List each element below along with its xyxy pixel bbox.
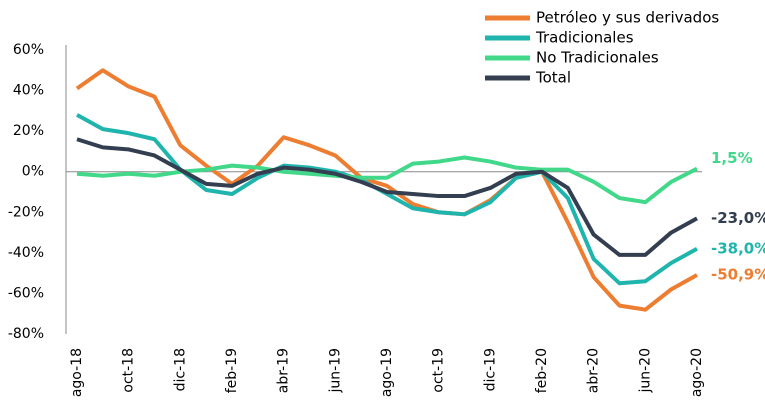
y-tick-label: -60%: [8, 285, 44, 301]
series-line: [76, 113, 698, 286]
legend-label: No Tradicionales: [536, 49, 659, 67]
end-label: -38,0%: [711, 239, 765, 257]
x-tick-label: jun-19: [327, 348, 343, 394]
x-tick-label: ago-19: [379, 348, 395, 397]
x-tick-label: jun-20: [637, 348, 653, 394]
y-tick-label: -20%: [8, 204, 44, 220]
x-tick-label: oct-18: [121, 348, 137, 393]
x-tick-label: dic-19: [482, 348, 498, 391]
y-tick-label: 20%: [13, 123, 44, 139]
x-tick-label: feb-19: [224, 348, 240, 393]
y-tick-label: 60%: [13, 42, 44, 58]
x-tick-label: ago-18: [69, 348, 85, 397]
series-line: [76, 137, 698, 257]
end-label: 1,5%: [711, 149, 753, 167]
y-tick-label: 0%: [22, 164, 44, 180]
x-tick-label: ago-20: [689, 348, 705, 397]
series-line: [75, 68, 698, 312]
end-label: -23,0%: [711, 209, 765, 227]
y-tick-label: -40%: [8, 245, 44, 261]
legend-label: Petróleo y sus derivados: [536, 9, 719, 27]
legend-label: Total: [535, 69, 571, 87]
x-tick-label: abr-19: [276, 348, 292, 393]
y-tick-label: 40%: [13, 83, 44, 99]
x-tick-label: abr-20: [586, 348, 602, 393]
legend-label: Tradicionales: [535, 29, 634, 47]
x-tick-label: oct-19: [431, 348, 447, 393]
x-tick-label: dic-18: [172, 348, 188, 391]
y-tick-label: -80%: [8, 326, 44, 342]
x-tick-label: feb-20: [534, 348, 550, 393]
end-label: -50,9%: [711, 265, 765, 283]
